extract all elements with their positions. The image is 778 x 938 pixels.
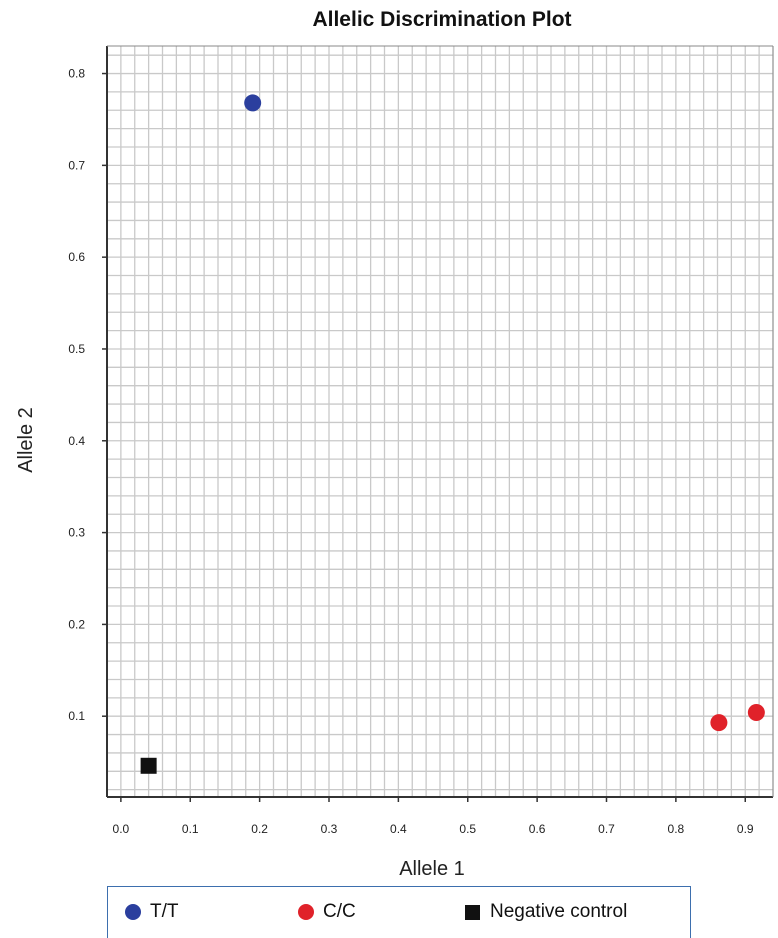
legend-marker-tt <box>125 904 141 920</box>
y-axis-label: Allele 2 <box>15 407 37 473</box>
legend-label-cc: C/C <box>323 901 356 922</box>
legend-label-negative-control: Negative control <box>490 901 628 922</box>
x-tick-label: 0.5 <box>459 822 476 836</box>
y-tick-label: 0.3 <box>68 526 85 540</box>
y-tick-label: 0.5 <box>68 342 85 356</box>
x-tick-label: 0.6 <box>529 822 546 836</box>
point-negative-control <box>140 757 157 774</box>
y-tick-label: 0.4 <box>68 434 85 448</box>
x-tick-label: 0.9 <box>737 822 754 836</box>
point-c-c <box>710 714 728 732</box>
y-tick-labels: 0.1 0.2 0.3 0.4 0.5 0.6 0.7 0.8 <box>68 67 107 723</box>
legend-label-tt: T/T <box>150 901 179 922</box>
x-tick-label: 0.8 <box>668 822 685 836</box>
legend-marker-negative-control <box>465 904 480 920</box>
y-tick-label: 0.2 <box>68 617 85 631</box>
point-c-c <box>747 704 765 722</box>
x-tick-label: 0.7 <box>598 822 615 836</box>
y-tick-label: 0.1 <box>68 709 85 723</box>
x-tick-labels: 0.0 0.1 0.2 0.3 0.4 0.5 0.6 0.7 0.8 0.9 <box>113 797 754 836</box>
chart-title: Allelic Discrimination Plot <box>312 8 571 31</box>
x-tick-label: 0.3 <box>321 822 338 836</box>
y-tick-label: 0.8 <box>68 67 85 81</box>
axes <box>106 45 774 798</box>
x-tick-label: 0.1 <box>182 822 199 836</box>
data-points <box>140 94 765 774</box>
y-tick-label: 0.7 <box>68 158 85 172</box>
legend-item-cc: C/C <box>298 901 356 923</box>
point-t-t <box>244 94 262 112</box>
chart-svg: Allelic Discrimination Plot 0.0 0.1 0.2 0.3… <box>15 8 774 880</box>
legend: T/T C/C Negative control <box>107 886 691 938</box>
x-tick-label: 0.4 <box>390 822 407 836</box>
grid <box>106 46 774 797</box>
legend-marker-cc <box>298 904 314 920</box>
legend-item-negative-control: Negative control <box>465 901 627 923</box>
x-tick-label: 0.0 <box>113 822 130 836</box>
x-tick-label: 0.2 <box>251 822 268 836</box>
x-axis-label: Allele 1 <box>399 858 465 880</box>
legend-item-tt: T/T <box>125 901 179 923</box>
y-tick-label: 0.6 <box>68 250 85 264</box>
